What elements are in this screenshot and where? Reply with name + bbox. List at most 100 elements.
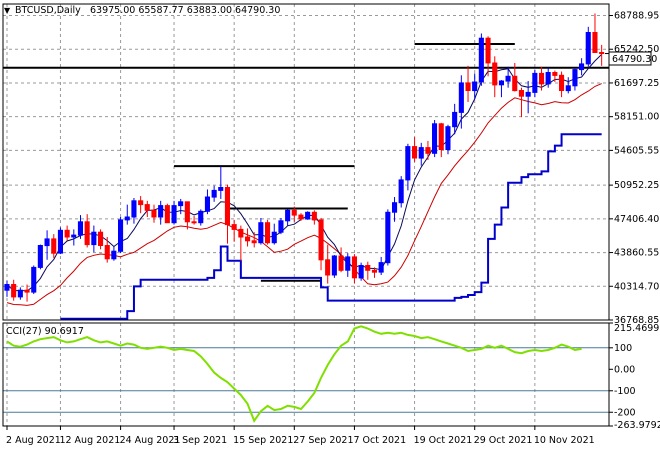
candle-body bbox=[238, 228, 244, 238]
collapse-triangle-icon[interactable]: ▼ bbox=[4, 6, 11, 15]
candle bbox=[358, 262, 364, 281]
candle bbox=[318, 217, 324, 271]
candle-body bbox=[572, 69, 578, 87]
candle-body bbox=[64, 229, 70, 238]
candle-body bbox=[345, 256, 351, 271]
candle bbox=[131, 197, 137, 224]
candle-body bbox=[285, 209, 291, 222]
candle bbox=[559, 71, 565, 98]
candle bbox=[398, 176, 404, 208]
candle bbox=[331, 255, 337, 278]
candle bbox=[11, 279, 17, 301]
cci-y-tick-label: 215.4699 bbox=[614, 323, 659, 334]
candle bbox=[365, 261, 371, 280]
candle-body bbox=[465, 82, 471, 92]
candle bbox=[585, 26, 591, 67]
candle-body bbox=[131, 200, 137, 218]
candle-body bbox=[291, 209, 297, 216]
candle bbox=[104, 236, 110, 263]
candle bbox=[579, 58, 585, 76]
candle-body bbox=[37, 245, 43, 268]
candle bbox=[184, 201, 190, 230]
candle-body bbox=[599, 52, 605, 54]
candle-body bbox=[478, 37, 484, 83]
candle-body bbox=[91, 231, 97, 246]
candle-body bbox=[472, 81, 478, 92]
candle-body bbox=[71, 234, 77, 238]
candle-body bbox=[325, 259, 331, 276]
candle bbox=[178, 198, 184, 215]
x-tick-label: 12 Aug 2021 bbox=[59, 435, 120, 446]
candle bbox=[418, 142, 424, 166]
candle bbox=[452, 103, 458, 135]
candle bbox=[545, 67, 551, 88]
candle-body bbox=[559, 74, 565, 92]
y-tick-label: 54605.55 bbox=[614, 145, 659, 156]
candle bbox=[325, 244, 331, 284]
candle bbox=[478, 33, 484, 86]
candle bbox=[311, 210, 317, 225]
candle bbox=[552, 70, 558, 82]
cci-y-tick-label: 0.00 bbox=[614, 364, 635, 375]
candle-body bbox=[11, 284, 17, 298]
candle bbox=[485, 36, 491, 77]
price-tag-box bbox=[608, 51, 652, 66]
candle bbox=[425, 140, 431, 160]
candle-body bbox=[425, 147, 431, 154]
candle bbox=[432, 120, 438, 158]
candle bbox=[245, 228, 251, 247]
x-tick-label: 3 Sep 2021 bbox=[173, 435, 227, 446]
candle-body bbox=[184, 201, 190, 223]
candle bbox=[84, 214, 90, 248]
blue-trailing-line bbox=[60, 133, 602, 320]
candle-body bbox=[585, 32, 591, 65]
candle bbox=[498, 80, 504, 98]
candle bbox=[298, 213, 304, 221]
cci-panel-frame bbox=[2, 322, 610, 427]
candle-body bbox=[518, 90, 525, 97]
candle-body bbox=[245, 236, 251, 242]
candle-body bbox=[104, 245, 110, 260]
candle bbox=[4, 280, 10, 297]
candle bbox=[539, 66, 545, 91]
candle-body bbox=[351, 256, 357, 279]
candle-body bbox=[565, 85, 571, 92]
candle bbox=[151, 204, 157, 223]
candle bbox=[338, 247, 344, 273]
candle bbox=[51, 234, 57, 258]
cci-y-tick-label: 100 bbox=[614, 343, 632, 354]
main-panel-frame bbox=[2, 3, 610, 321]
candle bbox=[351, 254, 357, 284]
candle-body bbox=[432, 123, 438, 154]
candle-body bbox=[412, 146, 418, 159]
candle bbox=[405, 143, 411, 191]
candle-body bbox=[164, 205, 170, 224]
candle-body bbox=[231, 224, 237, 230]
candle-body bbox=[191, 221, 197, 224]
candle bbox=[271, 223, 277, 245]
candle bbox=[164, 203, 170, 224]
candle bbox=[285, 209, 291, 226]
candle bbox=[224, 184, 230, 244]
candle-body bbox=[151, 209, 157, 218]
x-tick-label: 7 Oct 2021 bbox=[353, 435, 406, 446]
candle bbox=[251, 232, 257, 248]
candle-body bbox=[405, 146, 411, 181]
candle bbox=[158, 200, 164, 225]
candle-body bbox=[512, 75, 518, 92]
candle bbox=[572, 68, 578, 91]
candle-body bbox=[525, 91, 531, 97]
x-tick-label: 24 Aug 2021 bbox=[120, 435, 181, 446]
candle bbox=[77, 215, 84, 239]
candle bbox=[211, 185, 217, 202]
candle-body bbox=[211, 189, 217, 198]
candle-body bbox=[378, 262, 384, 273]
moving-average-line bbox=[6, 54, 603, 292]
candle-body bbox=[592, 32, 598, 53]
candle bbox=[198, 209, 204, 226]
candle-body bbox=[371, 269, 377, 273]
candles bbox=[4, 13, 605, 302]
candle bbox=[31, 265, 37, 295]
candle bbox=[599, 44, 605, 66]
candle bbox=[98, 229, 104, 250]
